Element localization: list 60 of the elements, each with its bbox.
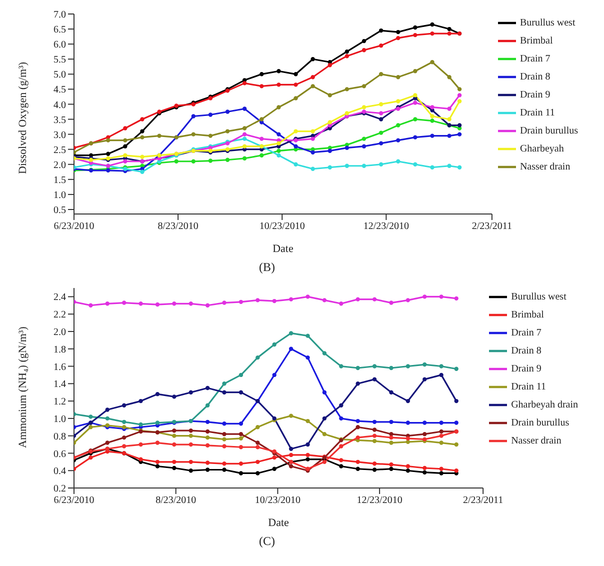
y-tick-label: 0.8 [54,431,66,442]
y-tick-label: 7.0 [54,10,66,21]
y-tick-label: 2.0 [54,160,66,171]
legend-label: Drain 8 [511,345,542,356]
legend-label: Drain burullus [511,417,570,428]
legend-label: Drain 8 [520,71,550,82]
y-tick-label: 2.0 [54,327,66,338]
y-tick-label: 1.6 [54,362,66,373]
y-tick-label: 3.0 [54,130,66,141]
y-tick-label: 6.0 [54,40,66,51]
legend-label: Burullus west [511,291,566,302]
x-tick-label: 6/23/2010 [54,221,94,232]
x-tick-label: 6/23/2010 [54,495,94,506]
y-tick-label: 1.5 [54,174,66,186]
y-tick-label: 1.2 [54,396,66,408]
legend-label: Drain 9 [520,89,550,100]
y-tick-label: 0.4 [54,466,66,478]
legend-label: Brimbal [511,309,544,320]
y-tick-label: 1.0 [54,414,66,425]
y-tick-label: 5.5 [54,54,66,66]
legend-label: Drain 7 [520,53,550,64]
y-tick-label: 0.2 [54,484,66,495]
x-tick-label: 8/23/2010 [156,495,196,506]
y-tick-label: 4.0 [54,100,66,111]
legend-label: Gharbeyah [520,143,564,154]
legend-label: Drain burullus [520,125,578,136]
x-tick-label: 10/23/2010 [259,221,305,232]
legend-label: Drain 11 [520,107,555,118]
y-axis-title: Ammonium (NH₄) (gN/m³) [16,326,29,448]
y-axis-title: Dissolved Oxygen (g/m³) [16,62,29,174]
legend-label: Drain 9 [511,363,542,374]
x-tick-label: 12/23/2010 [356,495,402,506]
x-tick-label: 10/23/2010 [254,495,300,506]
y-tick-label: 4.5 [54,84,66,96]
y-tick-label: 2.4 [54,292,66,304]
legend-label: Drain 11 [511,381,546,392]
y-tick-label: 2.5 [54,144,66,156]
y-tick-label: 1.0 [54,190,66,201]
legend-label: Nasser drain [511,435,562,446]
y-tick-label: 1.8 [54,344,66,356]
x-tick-label: 2/23/2011 [472,221,512,232]
legend-label: Brimbal [520,35,553,46]
legend-label: Drain 7 [511,327,542,338]
x-axis-title: Date [268,517,290,529]
legend-label: Gharbeyah drain [511,399,578,410]
y-tick-label: 1.4 [54,379,66,390]
x-tick-label: 8/23/2010 [158,221,198,232]
x-axis-title: Date [272,243,294,255]
legend-label: Burullus west [520,17,576,28]
legend-label: Nasser drain [520,161,570,172]
text: (C) [258,534,276,549]
x-tick-label: 2/23/2011 [462,495,504,506]
y-tick-label: 3.5 [54,114,66,126]
y-tick-label: 2.2 [54,310,66,321]
y-tick-label: 6.5 [54,24,66,36]
y-tick-label: 5.0 [54,70,66,81]
y-tick-label: 0.5 [54,205,66,216]
y-tick-label: 0.6 [54,448,66,460]
text: (B) [258,260,276,275]
x-tick-label: 12/23/2010 [363,221,409,232]
